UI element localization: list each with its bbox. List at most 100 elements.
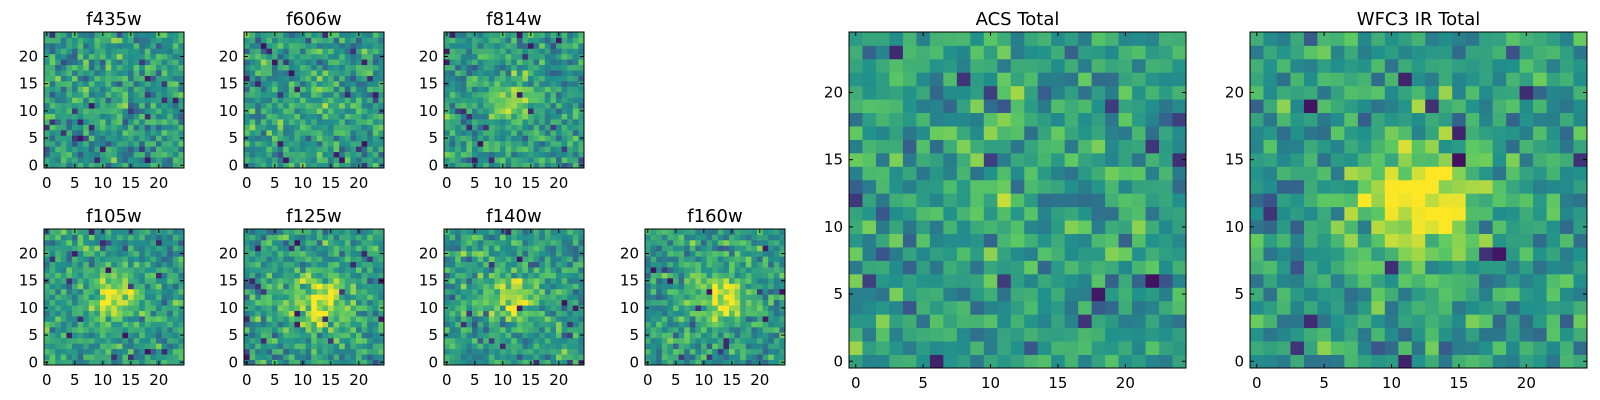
heatmap-cell bbox=[144, 321, 151, 328]
heatmap-cell bbox=[494, 113, 501, 120]
heatmap-cell bbox=[505, 321, 512, 328]
heatmap-cell bbox=[316, 316, 323, 322]
heatmap-cell bbox=[678, 256, 685, 263]
heatmap-cell bbox=[288, 75, 295, 82]
heatmap-cell bbox=[723, 343, 730, 350]
heatmap-cell bbox=[316, 250, 323, 257]
heatmap-cell bbox=[311, 59, 318, 66]
y-tick-label: 5 bbox=[629, 326, 639, 344]
heatmap-cell bbox=[689, 305, 696, 311]
heatmap-cell bbox=[533, 53, 540, 60]
heatmap-cell bbox=[723, 277, 730, 284]
heatmap-cell bbox=[661, 294, 668, 301]
heatmap-cell bbox=[105, 321, 112, 328]
heatmap-cell bbox=[723, 261, 730, 268]
heatmap-cell bbox=[288, 59, 295, 66]
heatmap-cell bbox=[111, 332, 118, 339]
heatmap-cell bbox=[522, 299, 529, 306]
heatmap-cell bbox=[283, 129, 290, 136]
heatmap-cell bbox=[128, 348, 134, 355]
heatmap-cell bbox=[255, 348, 262, 355]
heatmap-cell bbox=[539, 48, 546, 55]
heatmap-cell bbox=[656, 326, 663, 333]
heatmap-cell bbox=[266, 91, 273, 98]
heatmap-cell bbox=[72, 75, 78, 82]
heatmap-cell bbox=[49, 146, 56, 153]
heatmap-cell bbox=[300, 316, 306, 322]
heatmap-cell bbox=[751, 245, 758, 252]
heatmap-cell bbox=[339, 48, 346, 55]
heatmap-cell bbox=[94, 326, 101, 333]
heatmap-cell bbox=[751, 316, 758, 322]
heatmap-cell bbox=[561, 343, 568, 350]
heatmap-cell bbox=[740, 261, 747, 268]
heatmap-cell bbox=[455, 162, 462, 169]
heatmap-cell bbox=[572, 119, 579, 125]
heatmap-cell bbox=[673, 256, 679, 263]
heatmap-cell bbox=[466, 124, 473, 131]
heatmap-cell bbox=[105, 157, 112, 163]
heatmap-cell bbox=[695, 354, 702, 360]
heatmap-cell bbox=[55, 37, 62, 44]
heatmap-cell bbox=[60, 80, 67, 87]
heatmap-cell bbox=[929, 166, 944, 181]
heatmap-cell bbox=[367, 80, 374, 87]
heatmap-cell bbox=[305, 53, 312, 60]
heatmap-cell bbox=[449, 129, 456, 136]
heatmap-cell bbox=[773, 283, 780, 290]
heatmap-cell bbox=[133, 256, 140, 263]
heatmap-cell bbox=[294, 140, 301, 147]
heatmap-cell bbox=[83, 332, 90, 339]
heatmap-cell bbox=[862, 314, 877, 329]
heatmap-cell bbox=[249, 146, 256, 153]
heatmap-cell bbox=[128, 316, 134, 322]
heatmap-cell bbox=[333, 299, 340, 306]
heatmap-cell bbox=[494, 151, 501, 158]
heatmap-cell bbox=[1145, 341, 1160, 355]
heatmap-cell bbox=[128, 261, 134, 268]
heatmap-cell bbox=[466, 113, 473, 120]
heatmap-cell bbox=[66, 294, 73, 301]
heatmap-cell bbox=[55, 245, 62, 252]
heatmap-cell bbox=[1024, 354, 1039, 369]
heatmap-cell bbox=[472, 234, 478, 241]
heatmap-cell bbox=[516, 234, 523, 241]
heatmap-cell bbox=[505, 32, 512, 38]
heatmap-cell bbox=[1145, 354, 1160, 369]
heatmap-cell bbox=[779, 229, 786, 235]
heatmap-cell bbox=[356, 135, 362, 142]
heatmap-cell bbox=[712, 234, 719, 241]
heatmap-cell bbox=[83, 272, 90, 279]
heatmap-cell bbox=[128, 86, 134, 93]
heatmap-cell bbox=[300, 119, 306, 125]
heatmap-cell bbox=[350, 288, 357, 295]
heatmap-cell bbox=[100, 113, 106, 120]
heatmap-cell bbox=[60, 59, 67, 66]
heatmap-cell bbox=[902, 287, 917, 302]
heatmap-cell bbox=[500, 86, 506, 93]
heatmap-cell bbox=[77, 337, 84, 344]
heatmap-cell bbox=[122, 337, 129, 344]
heatmap-cell bbox=[734, 299, 741, 306]
heatmap-cell bbox=[768, 326, 775, 333]
heatmap-cell bbox=[294, 91, 301, 98]
heatmap-cell bbox=[849, 179, 863, 194]
heatmap-cell bbox=[55, 299, 62, 306]
heatmap-cell bbox=[288, 229, 295, 235]
heatmap-cell bbox=[378, 239, 385, 246]
heatmap-cell bbox=[472, 305, 478, 311]
x-tick-label: 0 bbox=[42, 371, 52, 389]
heatmap-cell bbox=[757, 310, 763, 317]
heatmap-cell bbox=[477, 64, 484, 71]
heatmap-cell bbox=[339, 250, 346, 257]
heatmap-cell bbox=[762, 305, 769, 311]
heatmap-cell bbox=[444, 91, 450, 98]
heatmap-cell bbox=[167, 288, 174, 295]
heatmap-cell bbox=[100, 97, 106, 104]
heatmap-cell bbox=[88, 64, 95, 71]
heatmap-cell bbox=[116, 272, 123, 279]
heatmap-cell bbox=[533, 354, 540, 360]
x-tick-label: 15 bbox=[321, 371, 340, 389]
heatmap-cell bbox=[88, 256, 95, 263]
heatmap-cell bbox=[288, 310, 295, 317]
